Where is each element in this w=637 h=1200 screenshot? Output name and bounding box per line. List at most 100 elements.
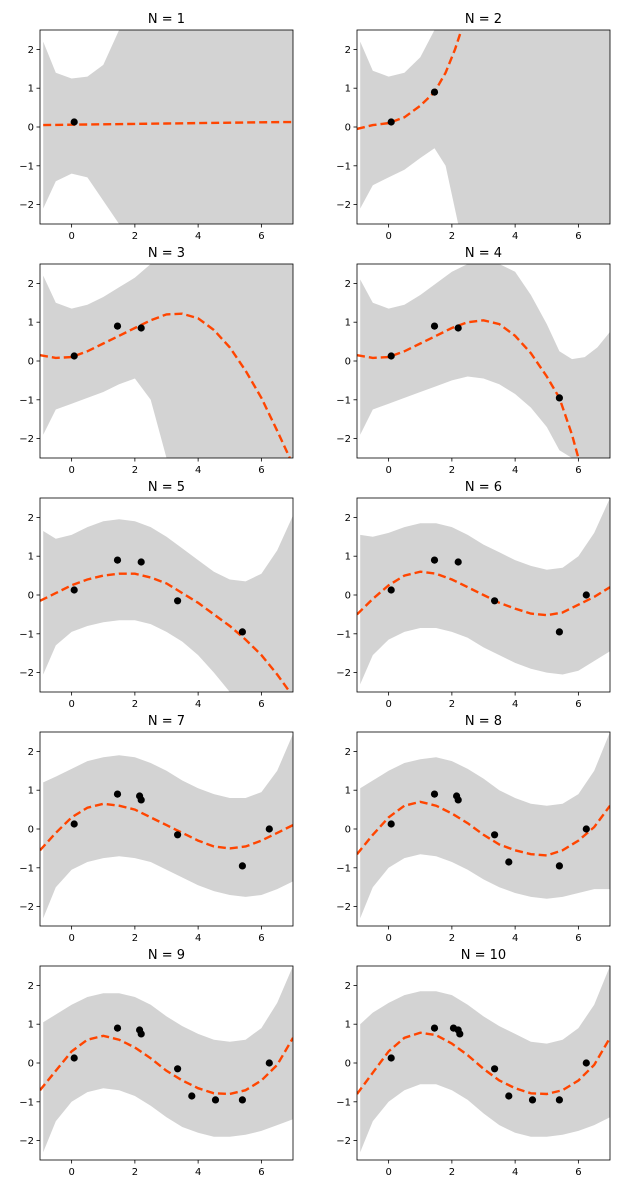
y-tick-label: 2 [28,45,34,56]
x-tick-label: 2 [132,699,138,710]
data-point [265,1059,273,1067]
x-tick-label: 6 [258,699,264,710]
x-tick-label: 4 [512,933,518,944]
x-tick-label: 4 [512,1167,518,1178]
plot-area [40,264,293,458]
mean-line [357,1031,610,1096]
y-tick-label: −1 [19,161,34,172]
y-tick-label: −2 [19,200,34,211]
y-tick-label: 0 [345,825,351,836]
x-tick-label: 0 [385,231,391,242]
y-tick-label: −1 [336,1097,351,1108]
plot-area [357,264,610,458]
subplot-9: N = 9 0 2 4 6 −2 −1 0 1 2 [19,948,294,1178]
y-tick-label: −2 [19,902,34,913]
y-tick-label: 2 [345,45,351,56]
y-tick-label: 0 [28,123,34,134]
x-tick-label: 0 [385,933,391,944]
data-point [238,862,246,870]
y-tick-label: −2 [336,902,351,913]
y-tick-label: 2 [28,981,34,992]
y-tick-label: 0 [28,1059,34,1070]
data-point [387,820,395,828]
x-tick-label: 6 [258,1167,264,1178]
y-tick-label: 1 [28,786,34,797]
x-tick-label: 2 [132,933,138,944]
x-tick-label: 6 [258,231,264,242]
data-point [113,322,122,330]
data-point [238,628,246,636]
data-point [582,1059,590,1067]
x-tick-label: 4 [195,465,201,476]
subplot-3: N = 3 0 2 4 6 −2 −1 0 1 2 [19,246,294,476]
y-tick-label: 0 [28,357,34,368]
x-tick-label: 0 [68,699,74,710]
data-point [456,1030,464,1038]
x-tick-label: 2 [449,1167,455,1178]
data-point [211,1096,220,1104]
data-point [387,118,395,126]
y-tick-label: −1 [19,1097,34,1108]
x-tick-label: 4 [195,231,201,242]
y-tick-label: 2 [345,513,351,524]
x-tick-label: 6 [575,231,581,242]
mean-line [40,1034,293,1096]
subplot-title: N = 6 [465,480,502,495]
subplot-6: N = 6 0 2 4 6 −2 −1 0 1 2 [336,480,611,710]
data-point [491,597,499,605]
y-tick-label: −1 [336,395,351,406]
y-tick-label: 2 [345,279,351,290]
data-point [70,820,78,828]
plot-area [40,966,293,1153]
confidence-band [360,966,610,1153]
data-point [188,1092,196,1100]
confidence-band [43,30,293,224]
y-tick-label: −1 [336,161,351,172]
data-point [528,1096,537,1104]
data-point [491,831,499,839]
subplot-title: N = 3 [148,246,185,261]
data-point [387,352,395,360]
data-point [582,825,590,833]
confidence-band [43,966,293,1153]
y-tick-label: −1 [19,629,34,640]
plot-area [40,733,293,919]
data-point [137,796,145,804]
data-point [430,1024,439,1032]
x-tick-label: 0 [68,231,74,242]
mean-line [357,319,580,458]
x-tick-label: 4 [195,699,201,710]
data-point [555,628,564,636]
mean-line [43,120,293,127]
subplot-10: N = 10 0 2 4 6 −2 −1 0 1 2 [336,948,611,1178]
y-tick-label: 2 [28,279,34,290]
data-point [174,597,182,605]
y-tick-label: 1 [28,318,34,329]
data-point [113,1024,122,1032]
x-tick-label: 2 [449,699,455,710]
y-tick-label: 2 [345,747,351,758]
confidence-band [360,264,610,458]
x-tick-label: 2 [449,933,455,944]
x-tick-label: 2 [449,231,455,242]
data-point [555,1096,564,1104]
y-tick-label: −2 [336,200,351,211]
plot-area [357,966,610,1153]
data-point [265,825,273,833]
subplot-title: N = 5 [148,480,185,495]
subplot-title: N = 8 [465,714,502,729]
subplot-4: N = 4 0 2 4 6 −2 −1 0 1 2 [336,246,611,476]
y-tick-label: −2 [19,434,34,445]
y-tick-label: −2 [19,668,34,679]
confidence-band [360,498,610,685]
y-tick-label: −1 [19,395,34,406]
data-point [387,586,395,594]
data-point [555,394,564,402]
subplot-title: N = 4 [465,246,502,261]
data-point [491,1065,499,1073]
y-tick-label: −1 [336,863,351,874]
y-tick-label: 0 [345,1059,351,1070]
subplot-2: N = 2 0 2 4 6 −2 −1 0 1 2 [336,12,611,242]
data-point [137,1030,145,1038]
subplot-7: N = 7 0 2 4 6 −2 −1 0 1 2 [19,714,294,944]
